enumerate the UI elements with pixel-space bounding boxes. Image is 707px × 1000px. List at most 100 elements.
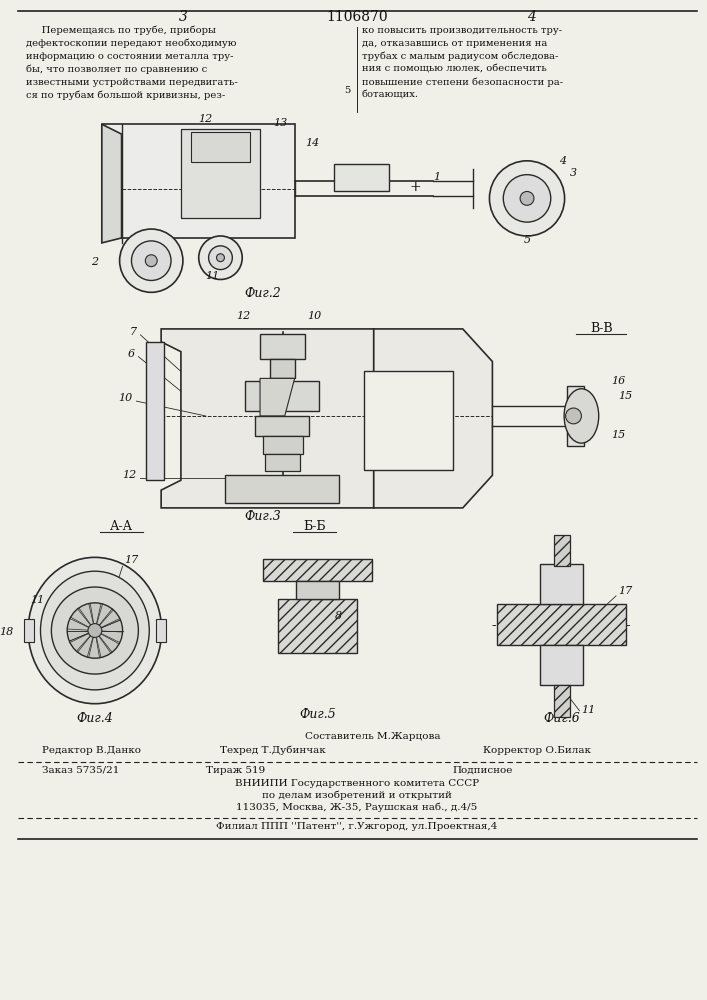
Text: 10: 10 (308, 311, 322, 321)
Text: 12: 12 (199, 114, 213, 124)
Text: Б-Б: Б-Б (303, 520, 326, 533)
Bar (265, 454, 300, 471)
Text: Фиг.5: Фиг.5 (299, 708, 336, 721)
Bar (540, 564, 583, 604)
Text: 6: 6 (127, 349, 134, 359)
Text: 5: 5 (344, 86, 351, 95)
Circle shape (199, 236, 243, 279)
Text: бы, что позволяет по сравнению с: бы, что позволяет по сравнению с (25, 64, 207, 74)
Ellipse shape (40, 571, 149, 690)
Circle shape (132, 241, 171, 280)
Text: дефектоскопии передают необходимую: дефектоскопии передают необходимую (25, 39, 236, 48)
Bar (497, 604, 626, 645)
Bar (245, 381, 320, 411)
Circle shape (88, 624, 102, 637)
Text: Редактор В.Данко: Редактор В.Данко (42, 746, 141, 755)
Text: 2: 2 (91, 257, 98, 267)
Ellipse shape (28, 557, 162, 704)
Text: Заказ 5735/21: Заказ 5735/21 (42, 766, 120, 775)
Text: 17: 17 (618, 586, 632, 596)
Text: ния с помощью люлек, обеспечить: ния с помощью люлек, обеспечить (362, 65, 547, 74)
Bar (102, 124, 295, 238)
Circle shape (566, 408, 581, 424)
Text: Фиг.4: Фиг.4 (76, 712, 113, 725)
Text: ко повысить производительность тру-: ко повысить производительность тру- (362, 26, 562, 35)
Text: 17: 17 (124, 555, 139, 565)
Text: известными устройствами передвигать-: известными устройствами передвигать- (25, 78, 238, 87)
Text: Тираж 519: Тираж 519 (206, 766, 265, 775)
Bar (566, 386, 585, 446)
Bar (24, 619, 33, 642)
Polygon shape (161, 329, 374, 508)
Bar (263, 436, 303, 454)
Text: 18: 18 (0, 627, 14, 637)
Bar (554, 535, 570, 566)
Polygon shape (260, 378, 295, 416)
Text: 13: 13 (273, 118, 287, 128)
Bar (191, 132, 250, 162)
Text: да, отказавшись от применения на: да, отказавшись от применения на (362, 39, 547, 48)
Circle shape (503, 175, 551, 222)
Bar (263, 559, 372, 581)
Text: Фиг.2: Фиг.2 (245, 287, 281, 300)
Text: 3: 3 (178, 10, 187, 24)
Text: 3: 3 (570, 168, 577, 178)
Ellipse shape (564, 389, 599, 443)
Polygon shape (102, 124, 122, 243)
Bar (156, 619, 166, 642)
Text: +: + (409, 180, 421, 194)
Text: 5: 5 (523, 235, 530, 245)
Text: Фиг.3: Фиг.3 (245, 510, 281, 523)
Bar (296, 581, 339, 599)
Text: 1106870: 1106870 (326, 10, 387, 24)
Text: 11: 11 (581, 705, 596, 715)
Circle shape (119, 229, 183, 292)
Text: ся по трубам большой кривизны, рез-: ся по трубам большой кривизны, рез- (25, 90, 225, 100)
Circle shape (209, 246, 233, 270)
Bar (334, 164, 389, 191)
Circle shape (489, 161, 565, 236)
Circle shape (52, 587, 139, 674)
Bar (226, 475, 339, 503)
Bar (181, 129, 260, 218)
Bar (270, 359, 295, 378)
Bar (364, 371, 453, 470)
Bar (278, 599, 357, 653)
Text: 12: 12 (236, 311, 250, 321)
Text: трубах с малым радиусом обследова-: трубах с малым радиусом обследова- (362, 51, 559, 61)
Text: информацию о состоянии металла тру-: информацию о состоянии металла тру- (25, 52, 233, 61)
Text: 4: 4 (559, 156, 566, 166)
Text: 4: 4 (527, 10, 537, 24)
Bar (255, 416, 310, 436)
Text: ботающих.: ботающих. (362, 91, 419, 100)
Bar (146, 342, 164, 480)
Text: Перемещаясь по трубе, приборы: Перемещаясь по трубе, приборы (25, 26, 216, 35)
Text: 7: 7 (129, 327, 136, 337)
Text: 11: 11 (206, 271, 220, 281)
Text: 16: 16 (611, 376, 625, 386)
Text: ВНИИПИ Государственного комитета СССР: ВНИИПИ Государственного комитета СССР (235, 779, 479, 788)
Bar (540, 645, 583, 685)
Text: 12: 12 (122, 470, 136, 480)
Text: В-В: В-В (590, 322, 612, 335)
Text: 1: 1 (433, 172, 440, 182)
Text: Корректор О.Билак: Корректор О.Билак (482, 746, 590, 755)
Text: повышение степени безопасности ра-: повышение степени безопасности ра- (362, 77, 563, 87)
Text: Составитель М.Жарцова: Составитель М.Жарцова (305, 732, 440, 741)
Circle shape (67, 603, 122, 658)
Polygon shape (374, 329, 492, 508)
Text: 8: 8 (335, 611, 342, 621)
Text: 10: 10 (118, 393, 132, 403)
Circle shape (146, 255, 157, 267)
Text: 15: 15 (618, 391, 632, 401)
Text: Подписное: Подписное (453, 766, 513, 775)
Text: по делам изобретений и открытий: по делам изобретений и открытий (262, 790, 452, 800)
Text: А-А: А-А (110, 520, 133, 533)
Text: 113035, Москва, Ж-35, Раушская наб., д.4/5: 113035, Москва, Ж-35, Раушская наб., д.4… (236, 802, 477, 812)
Bar (554, 685, 570, 717)
Text: 15: 15 (611, 430, 625, 440)
Text: 11: 11 (30, 595, 45, 605)
Circle shape (520, 191, 534, 205)
Text: 14: 14 (305, 138, 320, 148)
Text: Фиг.6: Фиг.6 (543, 712, 580, 725)
